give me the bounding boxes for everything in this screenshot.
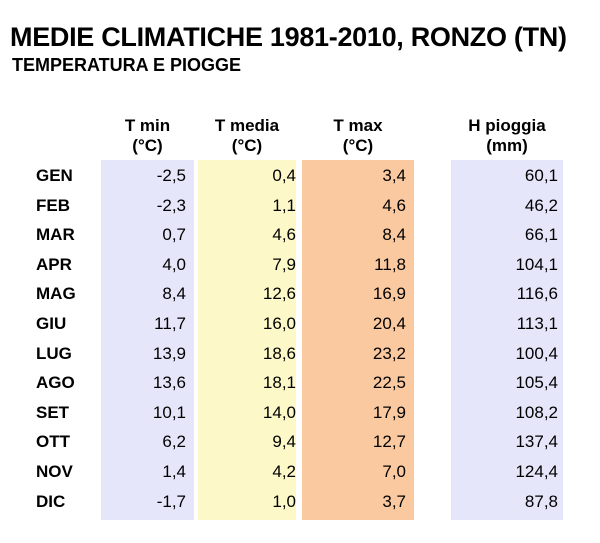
tmax-cell: 11,8: [374, 254, 406, 274]
tmin-cell: -1,7: [156, 491, 186, 511]
header-tmax-label: T max: [333, 116, 383, 135]
tmax-cell: 4,6: [382, 195, 406, 215]
header-tmin-unit: (°C): [132, 136, 163, 155]
rain-cell: 124,4: [515, 461, 558, 481]
rain-cell: 87,8: [524, 491, 558, 511]
tmax-cell: 16,9: [372, 284, 406, 304]
rain-cell: 137,4: [515, 432, 558, 452]
table-row: OTT 6,2 9,4 12,7 137,4: [0, 428, 600, 458]
chart-subtitle: TEMPERATURA E PIOGGE: [12, 55, 242, 75]
tmed-cell: 7,9: [272, 254, 296, 274]
rain-cell: 100,4: [515, 343, 558, 363]
tmax-cell: 8,4: [382, 225, 406, 245]
tmin-cell: 11,7: [154, 313, 186, 333]
month-label: DIC: [36, 491, 66, 511]
month-label: MAG: [36, 284, 76, 304]
tmin-cell: 8,4: [162, 284, 186, 304]
tmin-cell: 10,1: [152, 402, 186, 422]
table-row: APR 4,0 7,9 11,8 104,1: [0, 251, 600, 281]
month-label: GIU: [36, 313, 67, 333]
tmed-cell: 0,4: [272, 166, 296, 185]
tmax-column-background: [302, 160, 414, 520]
rain-cell: 60,1: [524, 166, 558, 185]
table-row: FEB -2,3 1,1 4,6 46,2: [0, 192, 600, 222]
header-tmed-unit: (°C): [231, 136, 263, 155]
month-label: SET: [36, 402, 70, 422]
tmed-cell: 16,0: [262, 313, 296, 333]
tmax-cell: 20,4: [372, 313, 406, 333]
header-rain: H pioggia (mm): [451, 116, 563, 156]
tmed-cell: 4,2: [272, 461, 296, 481]
tmax-cell: 7,0: [382, 461, 406, 481]
rain-cell: 105,4: [515, 373, 558, 393]
tmed-cell: 9,4: [272, 432, 296, 452]
header-rain-unit: (mm): [486, 136, 528, 155]
header-tmin: T min (°C): [101, 116, 194, 156]
tmax-cell: 17,9: [372, 402, 406, 422]
tmax-cell: 3,4: [382, 166, 406, 185]
month-label: LUG: [36, 343, 72, 363]
tmax-cell: 22,5: [372, 373, 406, 393]
tmed-cell: 14,0: [262, 402, 296, 422]
table-row: MAR 0,7 4,6 8,4 66,1: [0, 221, 600, 251]
header-tmax-unit: (°C): [342, 136, 374, 155]
month-label: APR: [36, 254, 72, 274]
table-row: SET 10,1 14,0 17,9 108,2: [0, 399, 600, 429]
tmin-cell: 4,0: [162, 254, 186, 274]
tmax-cell: 12,7: [372, 432, 406, 452]
month-label: OTT: [36, 432, 70, 452]
table-row: LUG 13,9 18,6 23,2 100,4: [0, 340, 600, 370]
month-label: FEB: [36, 195, 70, 215]
tmed-cell: 4,6: [272, 225, 296, 245]
tmin-cell: 13,6: [152, 373, 186, 393]
tmin-cell: 0,7: [162, 225, 186, 245]
table-row: GIU 11,7 16,0 20,4 113,1: [0, 310, 600, 340]
month-label: AGO: [36, 373, 75, 393]
month-label: GEN: [36, 166, 73, 185]
table-row: AGO 13,6 18,1 22,5 105,4: [0, 369, 600, 399]
rain-cell: 104,1: [515, 254, 558, 274]
tmin-cell: -2,3: [156, 195, 186, 215]
table-row: NOV 1,4 4,2 7,0 124,4: [0, 458, 600, 488]
table-row: GEN -2,5 0,4 3,4 60,1: [0, 162, 600, 192]
tmin-cell: 1,4: [162, 461, 186, 481]
tmed-cell: 18,6: [262, 343, 296, 363]
tmin-column-background: [101, 160, 194, 520]
tmin-cell: 13,9: [152, 343, 186, 363]
month-label: NOV: [36, 461, 73, 481]
tmin-cell: -2,5: [156, 166, 186, 185]
rain-cell: 108,2: [515, 402, 558, 422]
header-tmax: T max (°C): [302, 116, 414, 156]
rain-cell: 46,2: [524, 195, 558, 215]
tmed-cell: 18,1: [262, 373, 296, 393]
month-label: MAR: [36, 225, 75, 245]
rain-cell: 113,1: [516, 313, 558, 333]
tmax-cell: 3,7: [382, 491, 406, 511]
rain-cell: 116,6: [516, 284, 558, 304]
chart-title: MEDIE CLIMATICHE 1981-2010, RONZO (TN): [10, 22, 567, 52]
tmed-column-background: [198, 160, 296, 520]
header-tmed-label: T media: [214, 116, 280, 135]
rain-column-background: [451, 160, 563, 520]
table-body: GEN -2,5 0,4 3,4 60,1 FEB -2,3 1,1 4,6 46,2 MAR 0,7…: [0, 162, 600, 517]
tmed-cell: 12,6: [262, 284, 296, 304]
rain-cell: 66,1: [524, 225, 558, 245]
table-row: MAG 8,4 12,6 16,9 116,6: [0, 280, 600, 310]
tmed-cell: 1,1: [272, 195, 296, 215]
header-tmin-label: T min: [124, 116, 171, 135]
header-rain-label: H pioggia: [468, 116, 546, 135]
header-tmed: T media (°C): [198, 116, 296, 156]
tmax-cell: 23,2: [372, 343, 406, 363]
tmin-cell: 6,2: [162, 432, 186, 452]
table-row: DIC -1,7 1,0 3,7 87,8: [0, 488, 600, 518]
tmed-cell: 1,0: [272, 491, 296, 511]
